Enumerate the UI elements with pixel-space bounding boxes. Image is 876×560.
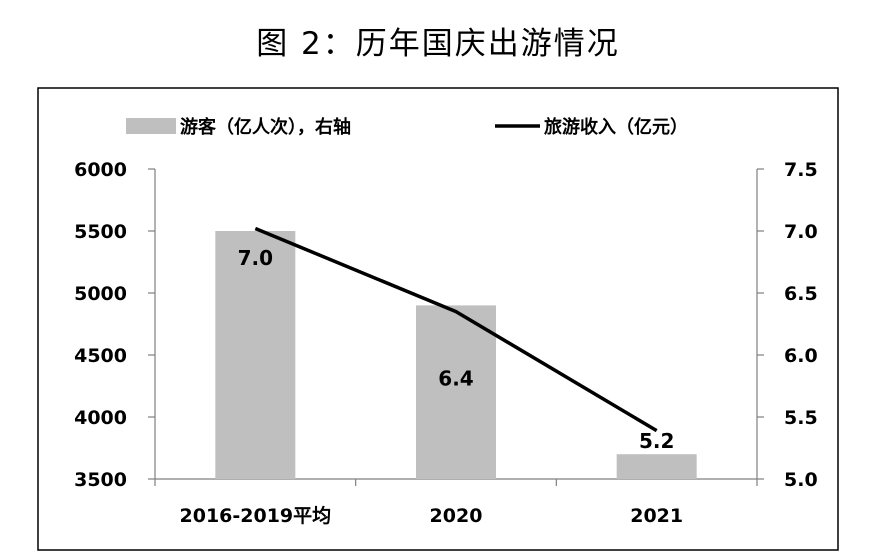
axes: 3500400045005000550060005.05.56.06.57.07… — [74, 159, 818, 527]
legend: 游客（亿人次），右轴 旅游收入（亿元） — [126, 116, 688, 138]
bar — [215, 231, 296, 479]
y-left-tick-label: 5000 — [74, 283, 127, 305]
legend-swatch-bar — [126, 118, 176, 134]
y-right-tick-label: 6.0 — [784, 345, 818, 367]
x-category-label: 2020 — [430, 505, 483, 527]
bar-data-label: 7.0 — [238, 246, 273, 270]
y-left-tick-label: 4500 — [74, 345, 127, 367]
y-right-tick-label: 5.0 — [784, 469, 818, 491]
chart-title: 图 2：历年国庆出游情况 — [256, 26, 620, 62]
y-right-tick-label: 6.5 — [784, 283, 818, 305]
legend-label-line: 旅游收入（亿元） — [544, 116, 688, 138]
y-left-tick-label: 6000 — [74, 159, 127, 181]
bar-data-label: 6.4 — [438, 366, 473, 390]
legend-label-bar: 游客（亿人次），右轴 — [180, 116, 351, 138]
x-category-label: 2016-2019平均 — [180, 504, 332, 527]
x-category-label: 2021 — [630, 505, 683, 527]
bar — [616, 454, 697, 479]
y-right-tick-label: 7.5 — [784, 159, 818, 181]
y-right-tick-label: 5.5 — [784, 407, 818, 429]
y-right-tick-label: 7.0 — [784, 221, 818, 243]
revenue-line — [254, 226, 658, 433]
bar — [416, 305, 496, 479]
y-left-tick-label: 4000 — [74, 407, 127, 429]
bar-data-label: 5.2 — [639, 429, 674, 453]
plot-frame — [37, 87, 839, 551]
data-labels: 7.0 6.4 5.2 — [238, 246, 675, 453]
line-series — [254, 226, 658, 433]
y-left-tick-label: 5500 — [74, 221, 127, 243]
y-left-tick-label: 3500 — [74, 469, 127, 491]
bar-series — [215, 231, 697, 479]
